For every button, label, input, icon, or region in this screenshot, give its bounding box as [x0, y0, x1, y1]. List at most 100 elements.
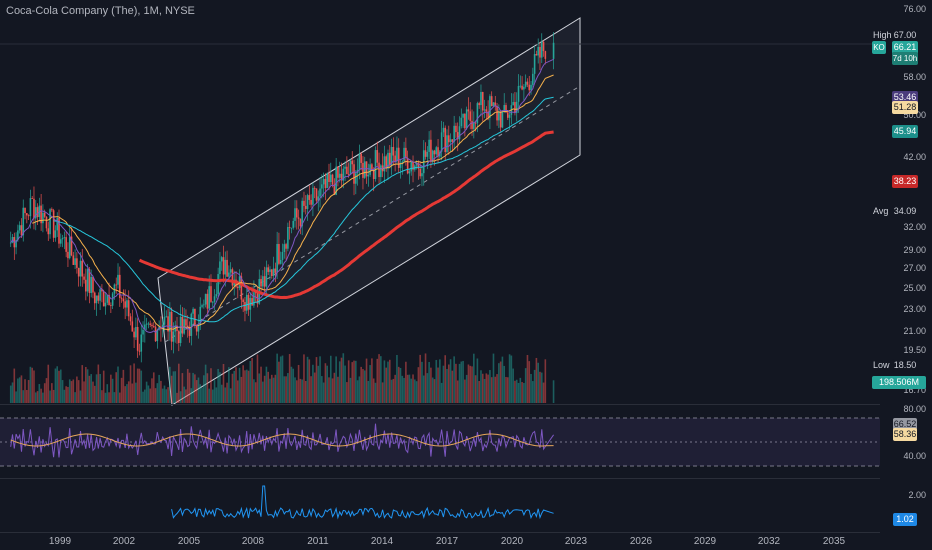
candle[interactable] [532, 73, 534, 85]
candle[interactable] [526, 81, 529, 85]
candle[interactable] [195, 325, 198, 332]
candle[interactable] [419, 168, 421, 177]
candle[interactable] [126, 300, 128, 308]
candle[interactable] [201, 305, 203, 307]
candle[interactable] [190, 313, 193, 336]
pane-separator[interactable] [0, 478, 880, 479]
candle[interactable] [219, 261, 221, 275]
candle[interactable] [240, 276, 243, 300]
candle[interactable] [478, 103, 480, 106]
candle[interactable] [244, 302, 246, 311]
candle[interactable] [387, 152, 389, 169]
rsi-line[interactable] [10, 423, 555, 458]
candle[interactable] [358, 153, 361, 170]
candle[interactable] [440, 132, 443, 152]
candle[interactable] [24, 207, 26, 214]
candle[interactable] [95, 295, 98, 304]
candle[interactable] [58, 217, 60, 244]
candle[interactable] [245, 294, 248, 311]
candle[interactable] [433, 150, 436, 155]
candle[interactable] [279, 259, 282, 264]
candle[interactable] [396, 147, 398, 162]
candle[interactable] [399, 163, 402, 168]
candle[interactable] [537, 46, 539, 56]
trend-channel[interactable] [157, 17, 581, 406]
candle[interactable] [138, 350, 141, 352]
candle[interactable] [480, 92, 482, 106]
candle[interactable] [544, 51, 547, 59]
candle[interactable] [397, 147, 400, 168]
candle[interactable] [514, 102, 516, 113]
candle[interactable] [122, 298, 125, 302]
candle[interactable] [447, 135, 450, 143]
candle[interactable] [217, 274, 219, 295]
candle[interactable] [501, 111, 504, 128]
candle[interactable] [267, 267, 269, 272]
candle[interactable] [485, 109, 488, 112]
candle[interactable] [147, 323, 150, 325]
candle[interactable] [351, 160, 354, 165]
candle[interactable] [355, 173, 357, 184]
candle[interactable] [106, 294, 109, 303]
candle[interactable] [229, 269, 232, 273]
candle[interactable] [530, 84, 532, 91]
candle[interactable] [18, 225, 21, 231]
candle[interactable] [312, 187, 314, 205]
candle[interactable] [52, 210, 55, 238]
candle[interactable] [360, 153, 362, 163]
candle[interactable] [226, 259, 228, 277]
candle[interactable] [49, 209, 51, 235]
candle[interactable] [135, 327, 137, 338]
candle[interactable] [506, 112, 509, 118]
candle[interactable] [528, 84, 531, 91]
candle[interactable] [492, 102, 495, 107]
candle[interactable] [308, 195, 311, 200]
candle[interactable] [54, 230, 57, 238]
candle[interactable] [342, 168, 345, 181]
candle[interactable] [524, 81, 527, 87]
candle[interactable] [301, 200, 303, 227]
candle[interactable] [97, 295, 100, 301]
candle[interactable] [321, 184, 323, 189]
candle[interactable] [176, 325, 178, 332]
candle[interactable] [383, 156, 386, 172]
candle[interactable] [183, 319, 185, 334]
candle[interactable] [211, 301, 214, 303]
candle[interactable] [76, 258, 78, 268]
candle[interactable] [469, 111, 472, 121]
candle[interactable] [127, 300, 130, 317]
ma-orange-line[interactable] [32, 74, 554, 331]
candle[interactable] [539, 46, 541, 58]
candle[interactable] [304, 205, 307, 209]
candle[interactable] [151, 324, 153, 327]
candle[interactable] [197, 325, 200, 332]
candle[interactable] [36, 207, 39, 218]
candle[interactable] [487, 111, 489, 118]
candle[interactable] [335, 166, 337, 195]
candle[interactable] [26, 213, 28, 216]
candle[interactable] [517, 86, 520, 102]
ma-200-line[interactable] [138, 130, 554, 300]
candle[interactable] [476, 103, 479, 124]
candle[interactable] [206, 293, 209, 309]
candle[interactable] [213, 296, 216, 302]
candle[interactable] [237, 286, 239, 288]
candle[interactable] [29, 198, 32, 217]
candle[interactable] [444, 127, 447, 152]
candle[interactable] [338, 173, 341, 178]
candle[interactable] [17, 230, 19, 240]
candle[interactable] [169, 311, 171, 332]
candle[interactable] [43, 212, 46, 217]
candle[interactable] [210, 286, 212, 302]
candle[interactable] [329, 174, 332, 183]
lower-indicator-line[interactable] [171, 485, 554, 520]
candle[interactable] [372, 170, 375, 179]
candle[interactable] [272, 268, 275, 277]
candle[interactable] [535, 54, 538, 56]
candle[interactable] [374, 150, 377, 179]
candle[interactable] [378, 162, 380, 178]
candle[interactable] [133, 331, 135, 338]
candle[interactable] [86, 269, 89, 292]
candle[interactable] [93, 292, 96, 304]
candle[interactable] [99, 289, 101, 301]
